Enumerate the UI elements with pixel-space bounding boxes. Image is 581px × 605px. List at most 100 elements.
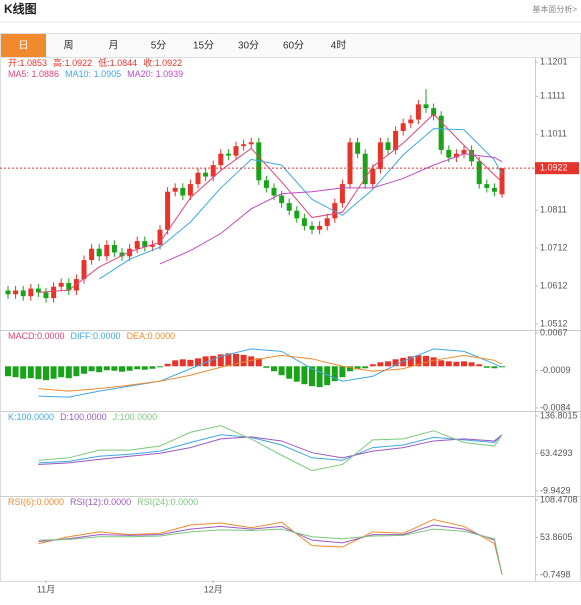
tab[interactable]: 5分 <box>151 40 167 52</box>
candle-body <box>431 108 437 116</box>
tab[interactable]: 周 <box>64 40 74 52</box>
candle-body <box>332 203 338 219</box>
macd-bar <box>217 354 224 367</box>
info-value: 1.0922 <box>155 58 183 68</box>
last-price-box <box>535 162 579 175</box>
link[interactable]: 基本面分析> <box>532 4 577 14</box>
candle-body <box>469 149 475 162</box>
candle-body <box>218 153 224 166</box>
macd-bar <box>96 366 103 373</box>
macd-bar <box>369 364 376 367</box>
macd-bar <box>187 359 194 367</box>
info-value: 1.0844 <box>110 58 138 68</box>
macd-bar <box>301 366 308 385</box>
macd-bar <box>278 366 285 376</box>
candle-body <box>415 104 421 120</box>
candle-body <box>286 203 292 211</box>
candle-body <box>119 252 125 257</box>
indicator-line <box>38 348 503 398</box>
tab[interactable]: 60分 <box>283 40 304 52</box>
x-tick-label: 11月 <box>37 584 55 594</box>
candle-body <box>13 290 19 295</box>
info-label: MACD: <box>8 331 37 341</box>
candle-body <box>58 282 64 287</box>
tab[interactable]: 30分 <box>238 40 259 52</box>
candle-body <box>225 153 231 156</box>
indicator-line <box>38 354 503 392</box>
candle-body <box>446 149 452 158</box>
macd-bar <box>354 366 361 370</box>
y-tick-label: 1.1011 <box>540 129 567 139</box>
indicator-line <box>38 434 503 464</box>
macd-bar <box>73 366 80 377</box>
macd-bar <box>126 366 133 371</box>
candle-body <box>484 184 490 188</box>
macd-bar <box>179 359 186 367</box>
candle-body <box>370 168 376 185</box>
candle-body <box>157 229 163 245</box>
macd-bar <box>430 357 437 367</box>
indicator-line <box>38 528 503 575</box>
tab[interactable]: 月 <box>109 40 119 52</box>
candle-body <box>317 225 323 230</box>
macd-bar <box>491 366 498 369</box>
info-line: K:100.0000 D:100.0000 J:100.0000 <box>8 412 157 422</box>
info-value: 1.0939 <box>156 69 184 79</box>
candle-body <box>385 142 391 150</box>
candle-body <box>43 292 49 299</box>
macd-bar <box>5 366 11 377</box>
macd-bar <box>134 366 141 370</box>
info-value: 0.0000 <box>104 497 132 507</box>
candle-body <box>5 290 11 295</box>
info-label: DEA: <box>127 331 148 341</box>
candle-body <box>263 180 269 188</box>
info-value: 100.0000 <box>69 412 107 422</box>
candle-body <box>210 165 216 177</box>
candle-body <box>104 244 110 257</box>
candle-body <box>453 153 459 158</box>
macd-bar <box>445 361 452 367</box>
macd-bar <box>43 366 49 381</box>
y-tick-label: 1.0811 <box>540 205 567 215</box>
info-value: 0.0000 <box>37 331 65 341</box>
info-line: 开:1.0853 高:1.0922 低:1.0844 收:1.0922 <box>8 57 182 68</box>
y-tick-label: -0.7498 <box>540 569 571 579</box>
macd-bar <box>347 366 353 372</box>
candle-body <box>461 149 467 154</box>
candle-body <box>362 153 368 185</box>
macd-bar <box>407 356 414 367</box>
y-tick-label: 1.1111 <box>540 91 566 101</box>
macd-bar <box>20 366 27 379</box>
info-label: RSI(6): <box>8 497 37 507</box>
macd-bar <box>339 366 346 378</box>
candle-body <box>142 241 148 247</box>
x-tick-label: 12月 <box>204 584 223 594</box>
y-tick-label: -0.0009 <box>540 365 571 375</box>
candle-body <box>233 146 239 156</box>
macd-bar <box>293 366 300 382</box>
candle-body <box>393 130 399 150</box>
info-line: MACD:0.0000 DIFF:0.0000 DEA:0.0000 <box>8 331 175 341</box>
macd-bar <box>111 366 118 371</box>
tab[interactable]: 4时 <box>331 40 347 52</box>
candle-body <box>187 184 193 196</box>
candle-body <box>248 142 254 145</box>
info-label: 高: <box>53 57 65 68</box>
tab[interactable]: 15分 <box>193 40 214 52</box>
candle-body <box>127 248 133 257</box>
candle-body <box>89 248 95 261</box>
candle-body <box>203 172 209 177</box>
macd-bar <box>453 361 460 367</box>
candle-body <box>324 218 330 226</box>
y-tick-label: -9.9429 <box>540 485 571 495</box>
candle-body <box>35 288 41 293</box>
info-value: 1.0886 <box>32 69 60 79</box>
macd-bar <box>202 356 209 367</box>
y-tick-label: 1.0612 <box>540 280 568 290</box>
candle-body <box>28 288 34 297</box>
info-label: MA5: <box>8 69 32 79</box>
candle-body <box>347 142 353 185</box>
tab[interactable]: 日 <box>19 41 29 52</box>
macd-bar <box>225 353 232 367</box>
